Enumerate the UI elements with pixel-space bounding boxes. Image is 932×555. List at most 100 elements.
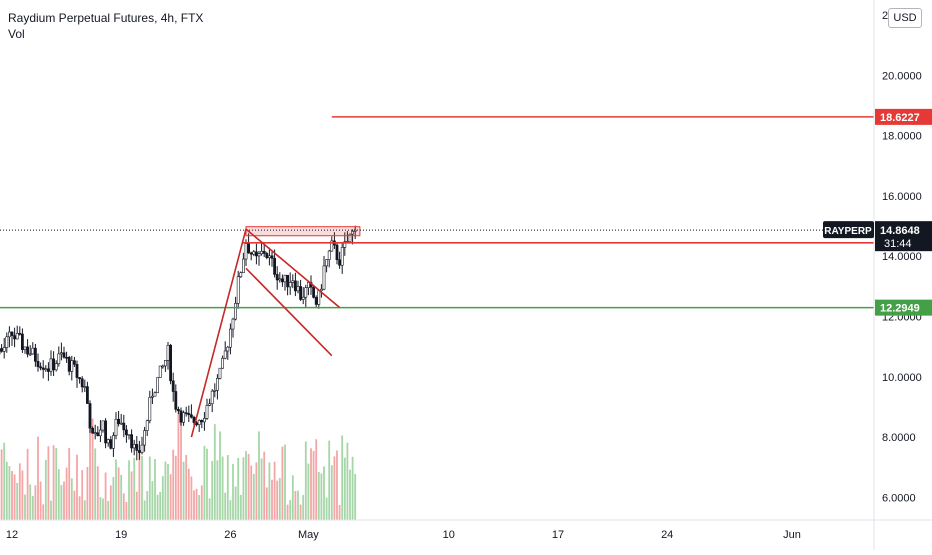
volume-bar xyxy=(97,466,99,520)
price-tick-label: 10.0000 xyxy=(882,372,922,384)
volume-bar xyxy=(300,505,302,520)
volume-bar xyxy=(6,462,8,520)
volume-bar xyxy=(349,470,351,520)
volume-bar xyxy=(295,491,297,520)
candle-body xyxy=(216,378,218,390)
candle-body xyxy=(149,397,151,420)
candle-body xyxy=(274,258,276,274)
volume-bar xyxy=(183,462,185,520)
candle-body xyxy=(279,279,281,280)
candle-body xyxy=(183,413,185,423)
candle-body xyxy=(292,281,294,283)
volume-bar xyxy=(279,478,281,520)
volume-bar xyxy=(230,500,232,520)
candle-body xyxy=(188,413,190,414)
candle-body xyxy=(320,289,322,291)
volume-bar xyxy=(318,472,320,520)
candle-body xyxy=(328,251,330,260)
volume-bar xyxy=(131,471,133,520)
volume-bar xyxy=(3,443,5,520)
volume-indicator-label[interactable]: Vol xyxy=(8,26,203,42)
candle-body xyxy=(159,366,161,378)
time-tick-label: May xyxy=(298,529,319,541)
volume-bar xyxy=(128,460,130,520)
price-tick-label: 6.0000 xyxy=(882,492,916,504)
candle-body xyxy=(76,364,78,377)
volume-bar xyxy=(292,475,294,520)
candle-body xyxy=(50,359,52,372)
volume-bar xyxy=(274,462,276,520)
volume-bar xyxy=(92,418,94,520)
symbol-title[interactable]: Raydium Perpetual Futures, 4h, FTX xyxy=(8,10,203,26)
candle-body xyxy=(266,253,268,257)
candle-body xyxy=(89,404,91,429)
volume-bar xyxy=(282,447,284,520)
volume-bar xyxy=(204,446,206,520)
candle-body xyxy=(110,440,112,449)
volume-bar xyxy=(37,437,39,520)
candle-body xyxy=(11,332,13,336)
volume-bar xyxy=(266,487,268,520)
volume-bar xyxy=(193,490,195,520)
volume-bar xyxy=(22,470,24,520)
candle-body xyxy=(6,337,8,348)
time-tick-label: 24 xyxy=(661,529,673,541)
volume-bar xyxy=(139,451,141,520)
volume-bar xyxy=(302,495,304,520)
candle-body xyxy=(24,347,26,350)
volume-bar xyxy=(11,471,13,520)
candle-body xyxy=(146,421,148,431)
volume-bar xyxy=(326,498,328,520)
candle-body xyxy=(300,286,302,299)
candle-body xyxy=(16,333,18,339)
candle-body xyxy=(323,266,325,289)
volume-bar xyxy=(133,458,135,520)
candle-body xyxy=(102,421,104,430)
volume-bar xyxy=(256,462,258,520)
candle-body xyxy=(123,423,125,430)
volume-bar xyxy=(237,458,239,520)
volume-bar xyxy=(71,478,73,520)
candle-body xyxy=(206,405,208,418)
candle-body xyxy=(248,244,250,253)
candle-body xyxy=(19,333,21,334)
candle-body xyxy=(37,361,39,366)
candle-body xyxy=(118,419,120,423)
candle-body xyxy=(73,361,75,365)
candle-body xyxy=(84,387,86,388)
candle-body xyxy=(128,435,130,436)
volume-bar xyxy=(232,464,234,520)
candle-body xyxy=(209,404,211,406)
volume-bar xyxy=(84,500,86,520)
candle-body xyxy=(263,251,265,253)
volume-bar xyxy=(334,456,336,520)
candle-body xyxy=(268,256,270,258)
trend-line xyxy=(246,229,340,307)
candle-body xyxy=(3,348,5,352)
candle-body xyxy=(224,351,226,358)
time-tick-label: Jun xyxy=(783,529,801,541)
volume-bar xyxy=(323,466,325,520)
volume-bar xyxy=(352,457,354,520)
candle-body xyxy=(68,357,70,371)
volume-bar xyxy=(144,500,146,520)
volume-bar xyxy=(165,462,167,520)
volume-bar xyxy=(87,467,89,520)
candle-body xyxy=(115,419,117,435)
candle-body xyxy=(276,274,278,280)
volume-bar xyxy=(243,457,245,520)
volume-bar xyxy=(149,456,151,520)
currency-button[interactable]: USD xyxy=(888,8,922,28)
volume-bar xyxy=(24,495,26,520)
level-price-tag: 12.2949 xyxy=(880,303,920,315)
volume-bar xyxy=(48,446,50,520)
volume-bar xyxy=(222,456,224,520)
volume-bar xyxy=(206,449,208,520)
volume-bar xyxy=(58,469,60,520)
candle-body xyxy=(79,378,81,379)
price-tick-label: 8.0000 xyxy=(882,432,916,444)
volume-bar xyxy=(81,470,83,520)
candle-body xyxy=(339,260,341,266)
